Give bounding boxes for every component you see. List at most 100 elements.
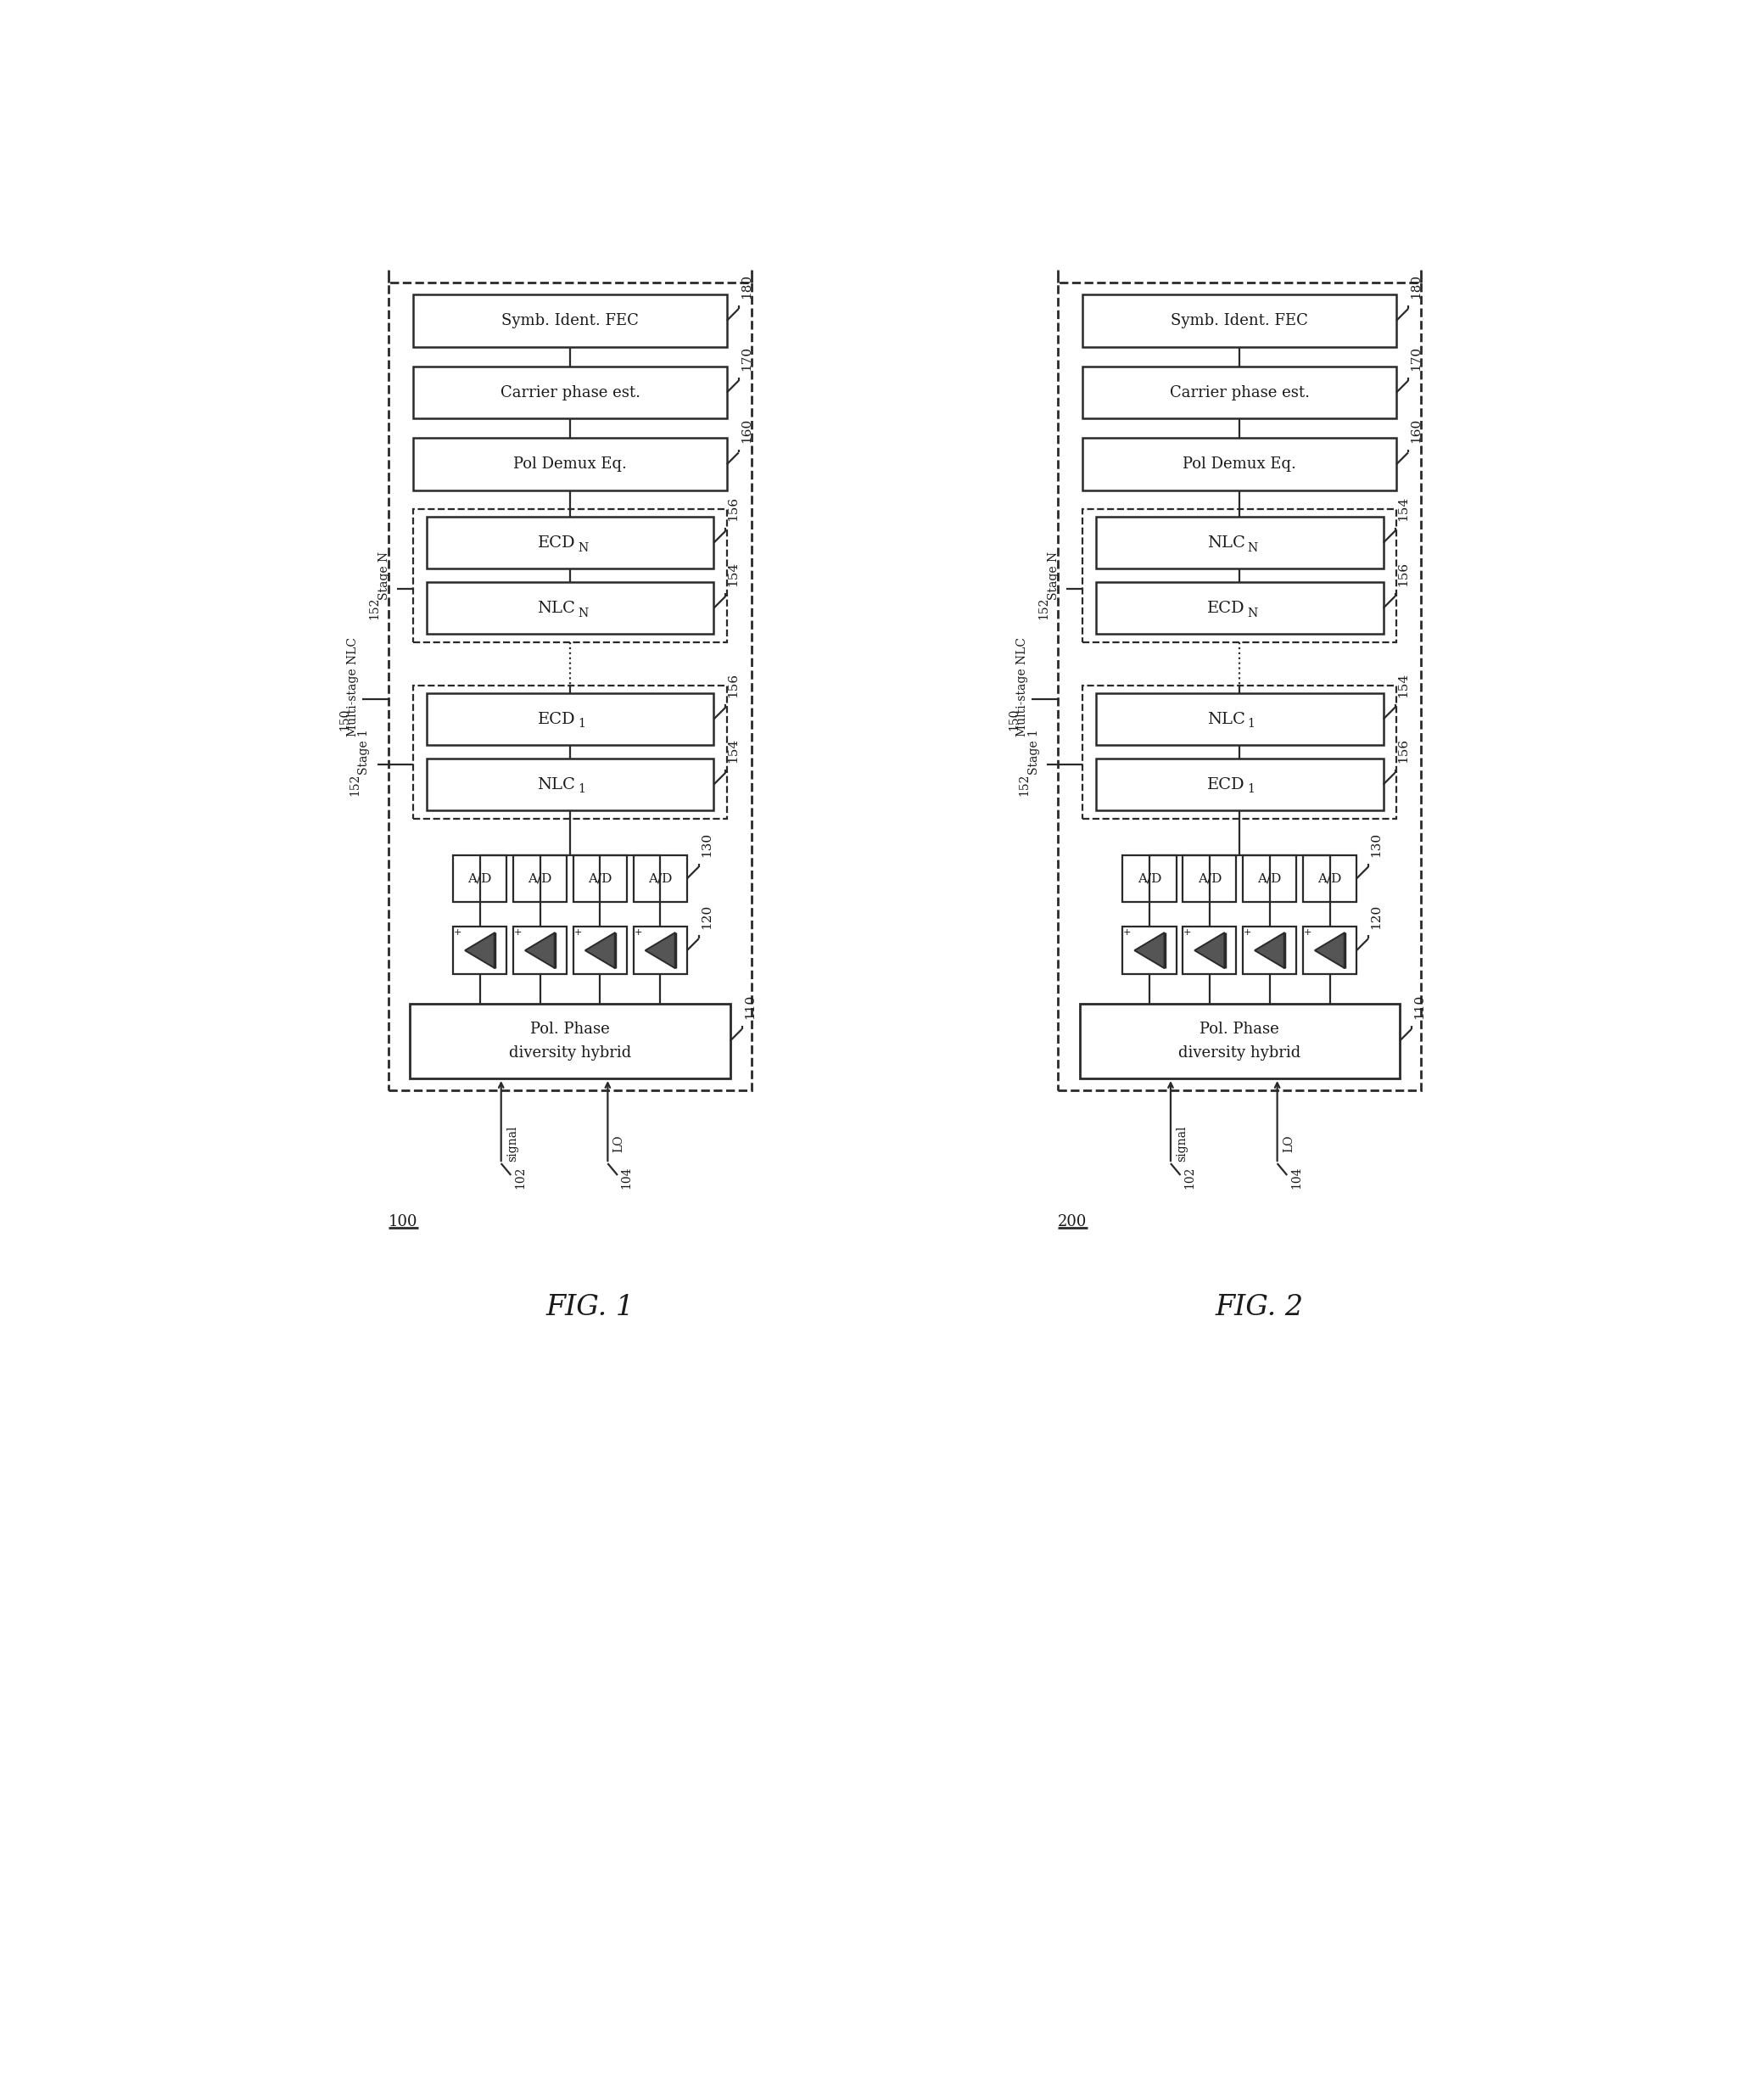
Text: NLC: NLC [1206,536,1245,550]
Bar [634,926,687,974]
Text: A/D: A/D [1257,874,1282,884]
Text: 152: 152 [1038,596,1050,620]
Bar [513,855,567,903]
Text: A/D: A/D [529,874,551,884]
Text: NLC: NLC [537,601,576,615]
Text: N: N [1247,542,1257,554]
Text: Stage 1: Stage 1 [358,729,371,775]
Text: Multi-stage NLC: Multi-stage NLC [346,636,358,737]
Text: Pol. Phase: Pol. Phase [1199,1021,1280,1037]
Bar [1096,758,1384,811]
Text: +: + [574,928,581,937]
Bar [1083,685,1396,819]
Text: +: + [515,928,522,937]
Text: A/D: A/D [467,874,492,884]
Text: Carrier phase est.: Carrier phase est. [500,384,641,401]
Bar [1303,926,1357,974]
Bar [388,284,752,1090]
Text: 160: 160 [1410,418,1422,443]
Text: 152: 152 [369,596,379,620]
Bar [1243,855,1296,903]
Text: +: + [1243,928,1252,937]
Text: FIG. 1: FIG. 1 [546,1294,634,1321]
Text: 200: 200 [1059,1214,1087,1231]
Text: A/D: A/D [648,874,673,884]
Text: +: + [634,928,643,937]
Bar [574,855,627,903]
Text: Stage 1: Stage 1 [1027,729,1040,775]
Text: 120: 120 [1370,903,1382,928]
Text: FIG. 2: FIG. 2 [1215,1294,1303,1321]
Text: LO: LO [613,1136,625,1153]
Bar [411,1004,730,1079]
Bar [513,926,567,974]
Bar [1243,926,1296,974]
Text: 120: 120 [701,903,713,928]
Text: +: + [1184,928,1191,937]
Bar [574,926,627,974]
Text: 160: 160 [741,418,752,443]
Text: +: + [453,928,462,937]
Text: 1: 1 [578,718,585,731]
Text: 154: 154 [1398,496,1408,521]
Text: 102: 102 [1184,1168,1196,1189]
Polygon shape [1256,932,1285,968]
Text: 152: 152 [1018,773,1031,796]
Text: 104: 104 [622,1166,632,1189]
Text: 150: 150 [339,708,351,731]
Text: 110: 110 [1414,995,1426,1018]
Bar [427,582,713,634]
Text: diversity hybrid: diversity hybrid [1178,1046,1301,1060]
Text: 100: 100 [388,1214,418,1231]
Polygon shape [1194,932,1224,968]
Text: ECD: ECD [1206,601,1245,615]
Bar [427,693,713,745]
Text: 110: 110 [745,995,755,1018]
Bar [1184,855,1236,903]
Text: N: N [578,542,588,554]
Text: N: N [1247,607,1257,620]
Text: 1: 1 [1247,783,1256,796]
Text: LO: LO [1282,1136,1294,1153]
Text: Carrier phase est.: Carrier phase est. [1169,384,1310,401]
Text: 156: 156 [1398,563,1408,586]
Text: 104: 104 [1291,1166,1303,1189]
Bar [1096,582,1384,634]
Text: 156: 156 [727,496,739,521]
Bar [1303,855,1357,903]
Text: 152: 152 [349,773,360,796]
Text: +: + [1124,928,1131,937]
Bar [1083,294,1396,347]
Text: 156: 156 [727,672,739,697]
Bar [1096,693,1384,745]
Text: Symb. Ident. FEC: Symb. Ident. FEC [502,313,639,328]
Bar [453,926,507,974]
Text: A/D: A/D [1138,874,1161,884]
Text: 154: 154 [727,563,739,586]
Polygon shape [465,932,495,968]
Text: Symb. Ident. FEC: Symb. Ident. FEC [1171,313,1308,328]
Bar [1184,926,1236,974]
Bar [427,758,713,811]
Bar [1122,926,1177,974]
Bar [413,294,727,347]
Text: signal: signal [506,1126,518,1161]
Polygon shape [1315,932,1345,968]
Text: +: + [1303,928,1312,937]
Text: NLC: NLC [537,777,576,792]
Bar [1122,855,1177,903]
Text: 150: 150 [1008,708,1020,731]
Bar [413,439,727,491]
Polygon shape [525,932,555,968]
Text: Multi-stage NLC: Multi-stage NLC [1017,636,1027,737]
Bar [413,365,727,418]
Text: ECD: ECD [537,536,576,550]
Bar [413,685,727,819]
Bar [1083,365,1396,418]
Bar [427,517,713,569]
Bar [1083,508,1396,643]
Text: N: N [578,607,588,620]
Polygon shape [1134,932,1164,968]
Text: 154: 154 [727,739,739,762]
Bar [1083,439,1396,491]
